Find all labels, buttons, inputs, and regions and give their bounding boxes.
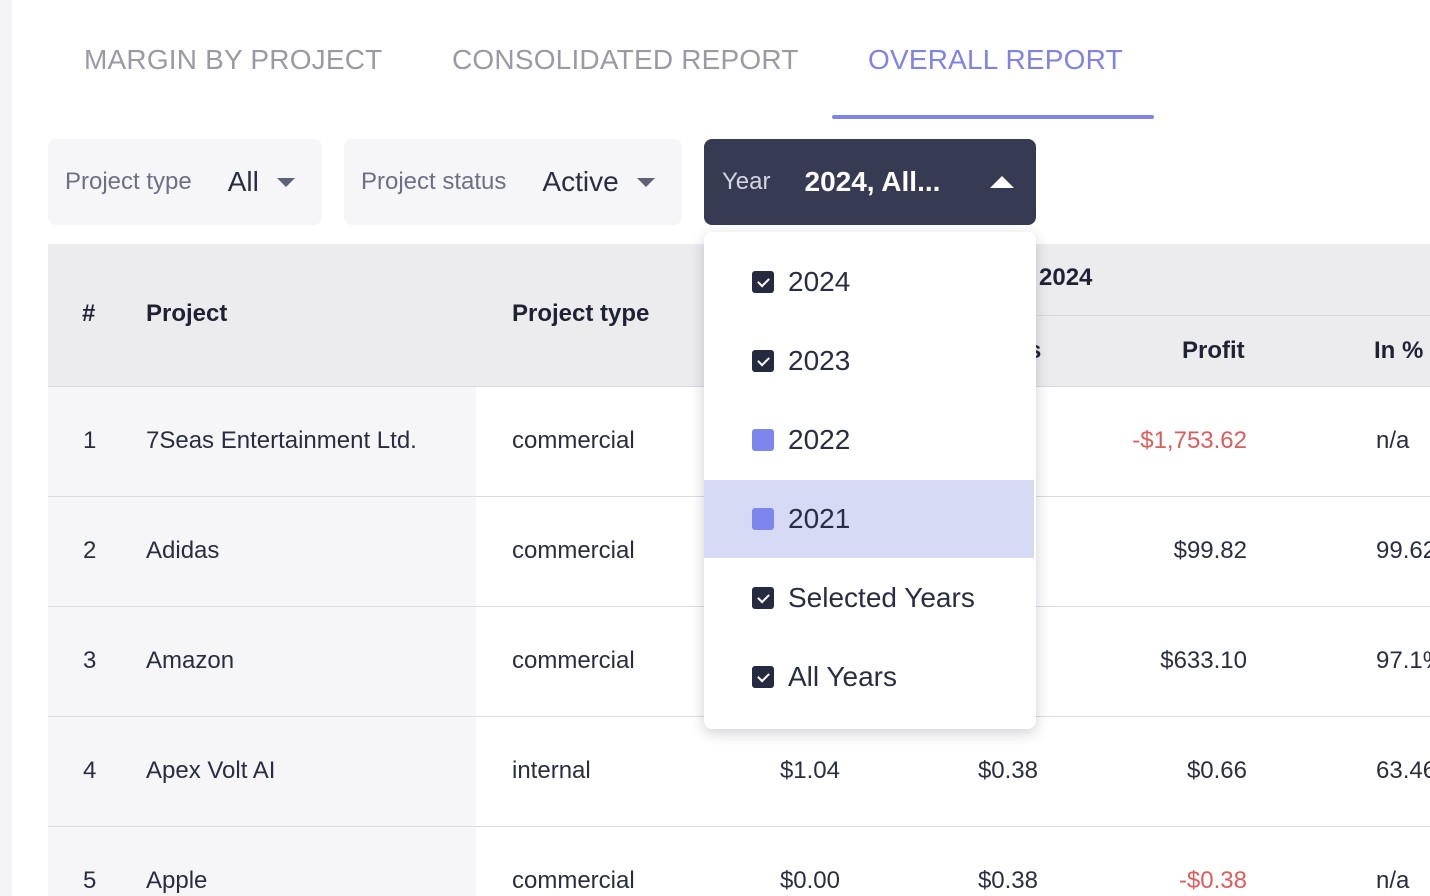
cell-number: 3 xyxy=(83,647,97,674)
cell-project: 7Seas Entertainment Ltd. xyxy=(146,427,417,454)
checkbox-checked-icon[interactable] xyxy=(752,271,774,293)
cell-project-type: commercial xyxy=(512,537,635,564)
table-row[interactable]: 5 Apple commercial $0.00 $0.38 -$0.38 n/… xyxy=(48,827,1430,896)
year-value: 2024, All... xyxy=(804,166,941,197)
col-header-profit[interactable]: Profit xyxy=(1182,337,1245,364)
cell-profit: -$1,753.62 xyxy=(1132,427,1247,454)
checkbox-unchecked-icon[interactable] xyxy=(752,429,774,451)
cell-costs: $0.38 xyxy=(977,757,1038,784)
cell-project-type: commercial xyxy=(512,427,635,454)
cell-revenue: $0.00 xyxy=(779,867,840,894)
cell-costs: $0.38 xyxy=(977,867,1038,894)
year-option-label: 2024 xyxy=(788,266,851,297)
year-dropdown-menu: 2024 2023 2022 2021 Selected Years All Y… xyxy=(704,232,1036,729)
cell-in-percent: n/a xyxy=(1376,867,1410,894)
cell-number: 5 xyxy=(83,867,97,894)
project-type-filter[interactable]: Project type All xyxy=(48,139,322,225)
tab-margin-by-project[interactable]: MARGIN BY PROJECT xyxy=(84,44,383,75)
cell-number: 4 xyxy=(83,757,97,784)
cell-project-type: internal xyxy=(512,757,591,784)
col-header-project[interactable]: Project xyxy=(146,300,228,327)
cell-revenue: $1.04 xyxy=(779,757,840,784)
year-option-selected-years[interactable]: Selected Years xyxy=(704,559,1036,637)
cell-in-percent: 97.1% xyxy=(1376,647,1430,674)
checkbox-checked-icon[interactable] xyxy=(752,350,774,372)
project-type-label: Project type xyxy=(65,168,192,195)
col-header-number: # xyxy=(82,300,96,327)
project-type-value: All xyxy=(227,166,259,197)
cell-number: 1 xyxy=(83,427,97,454)
cell-project: Amazon xyxy=(146,647,235,674)
chevron-up-icon xyxy=(990,176,1015,188)
cell-in-percent: n/a xyxy=(1376,427,1410,454)
year-option-2023[interactable]: 2023 xyxy=(704,322,1036,400)
cell-profit: -$0.38 xyxy=(1178,867,1247,894)
cell-profit: $0.66 xyxy=(1186,757,1247,784)
year-option-2021[interactable]: 2021 xyxy=(704,480,1034,558)
cell-project: Apex Volt AI xyxy=(146,757,276,784)
row-left-band xyxy=(48,387,476,496)
year-option-label: 2023 xyxy=(788,345,851,376)
col-header-project-type[interactable]: Project type xyxy=(512,300,650,327)
year-label: Year xyxy=(722,168,771,195)
row-left-band xyxy=(48,827,476,896)
year-option-label: 2021 xyxy=(788,503,851,534)
cell-in-percent: 63.46% xyxy=(1376,757,1430,784)
tab-overall-report[interactable]: OVERALL REPORT xyxy=(868,44,1123,75)
checkbox-checked-icon[interactable] xyxy=(752,666,774,688)
year-option-label: 2022 xyxy=(788,424,851,455)
row-left-band xyxy=(48,497,476,606)
project-status-filter[interactable]: Project status Active xyxy=(344,139,682,225)
col-header-in-percent[interactable]: In % xyxy=(1374,337,1424,364)
year-filter[interactable]: Year 2024, All... xyxy=(704,139,1036,225)
table-row[interactable]: 3 Amazon commercial $633.10 97.1% xyxy=(48,607,1430,717)
year-option-all-years[interactable]: All Years xyxy=(704,638,1036,716)
col-group-header-year: 2024 xyxy=(1039,264,1093,291)
year-option-label: Selected Years xyxy=(788,582,975,613)
year-option-2024[interactable]: 2024 xyxy=(704,243,1036,321)
chevron-down-icon xyxy=(276,177,295,187)
cell-project: Adidas xyxy=(146,537,220,564)
cell-in-percent: 99.62% xyxy=(1376,537,1430,564)
table-body: 1 7Seas Entertainment Ltd. commercial -$… xyxy=(48,387,1430,896)
header-divider xyxy=(1034,315,1430,316)
cell-number: 2 xyxy=(83,537,97,564)
checkbox-checked-icon[interactable] xyxy=(752,587,774,609)
table-row[interactable]: 1 7Seas Entertainment Ltd. commercial -$… xyxy=(48,387,1430,497)
year-option-label: All Years xyxy=(788,661,897,692)
cell-profit: $633.10 xyxy=(1160,647,1247,674)
project-status-label: Project status xyxy=(361,168,507,195)
year-option-2022[interactable]: 2022 xyxy=(704,401,1036,479)
tab-consolidated-report[interactable]: CONSOLIDATED REPORT xyxy=(452,44,799,75)
cell-project-type: commercial xyxy=(512,867,635,894)
row-left-band xyxy=(48,607,476,716)
left-gutter xyxy=(0,0,12,896)
active-tab-indicator xyxy=(832,115,1154,119)
cell-project: Apple xyxy=(146,867,208,894)
table-row[interactable]: 4 Apex Volt AI internal $1.04 $0.38 $0.6… xyxy=(48,717,1430,827)
cell-project-type: commercial xyxy=(512,647,635,674)
row-left-band xyxy=(48,717,476,826)
cell-profit: $99.82 xyxy=(1173,537,1247,564)
project-status-value: Active xyxy=(542,166,619,197)
checkbox-unchecked-icon[interactable] xyxy=(752,508,774,530)
chevron-down-icon xyxy=(636,177,655,187)
